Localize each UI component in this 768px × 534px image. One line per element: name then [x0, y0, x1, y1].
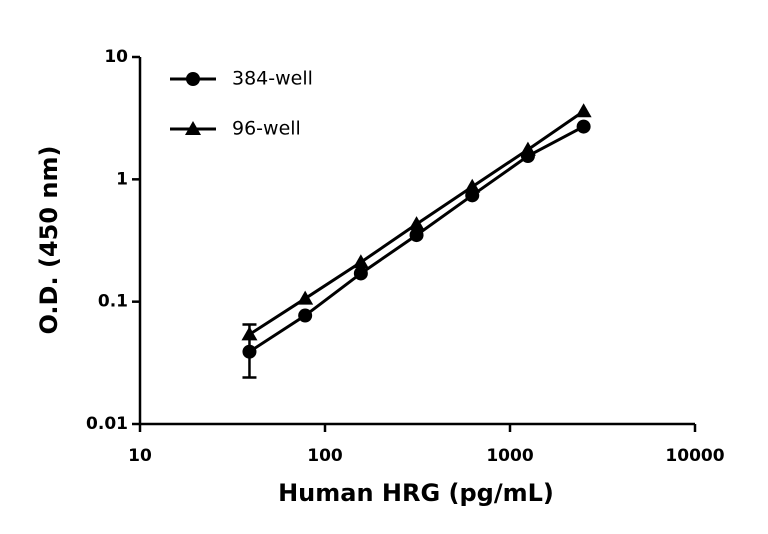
legend-label: 384-well	[232, 68, 313, 90]
y-axis-title: O.D. (450 nm)	[35, 146, 63, 335]
y-tick-label: 0.01	[86, 414, 128, 434]
circle-marker	[353, 266, 368, 281]
circle-marker	[242, 344, 257, 359]
circle-marker	[409, 228, 424, 243]
triangle-marker	[575, 103, 592, 118]
x-tick-label: 1000	[486, 446, 533, 466]
legend-marker	[186, 72, 200, 86]
y-tick-label: 1	[116, 169, 128, 189]
x-tick-label: 10000	[665, 446, 724, 466]
triangle-marker	[408, 216, 425, 231]
circle-marker	[298, 308, 313, 323]
triangle-marker	[464, 178, 481, 193]
legend-label: 96-well	[232, 118, 301, 140]
triangle-marker	[352, 254, 369, 269]
circle-marker	[576, 119, 591, 134]
triangle-marker	[297, 290, 314, 305]
triangle-marker	[519, 141, 536, 156]
y-tick-label: 0.1	[98, 292, 128, 312]
triangle-marker	[241, 326, 258, 341]
y-tick-label: 10	[104, 47, 128, 67]
legend-marker	[185, 121, 201, 135]
x-tick-label: 100	[307, 446, 343, 466]
x-tick-label: 10	[128, 446, 152, 466]
x-axis-title: Human HRG (pg/mL)	[278, 479, 554, 507]
